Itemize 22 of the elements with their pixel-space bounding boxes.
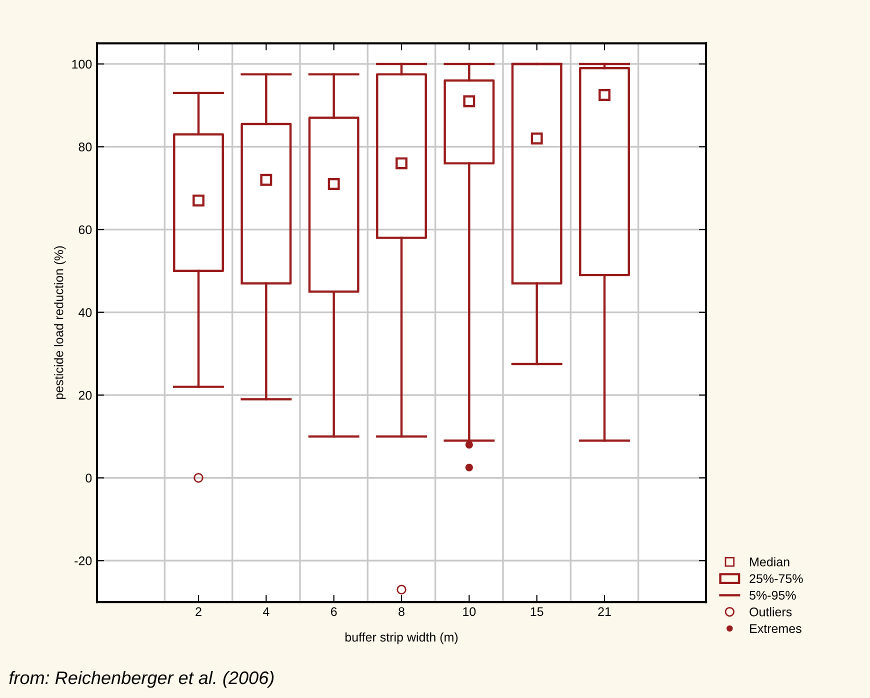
text: from: Reichenberger et al. (2006): [9, 670, 274, 688]
y-tick-label: 100: [72, 60, 92, 69]
y-tick-label: 20: [78, 390, 92, 400]
legend-label: Extremes: [750, 624, 802, 634]
y-tick-label: 0: [86, 474, 92, 483]
text: 5%-95%: [750, 590, 796, 600]
y-tick-label: 40: [78, 308, 92, 317]
x-tick-label: 15: [530, 607, 544, 616]
y-axis-title: pesticide load reduction (%): [54, 246, 66, 399]
y-tick-label: 80: [78, 142, 92, 152]
x-tick-label: 21: [598, 607, 611, 616]
y-tick-label: -20: [74, 556, 92, 566]
text: 25%-75%: [750, 574, 803, 584]
x-tick-label: 2: [196, 607, 202, 616]
text: Outliers: [750, 607, 792, 616]
y-tick-label: 60: [78, 225, 92, 234]
x-tick-label: 4: [262, 607, 270, 616]
x-tick-label: 10: [463, 607, 476, 616]
x-tick-label: 8: [398, 607, 404, 616]
x-axis-title: buffer strip width (m): [345, 632, 458, 644]
text: Median: [750, 557, 790, 566]
x-tick-label: 6: [330, 607, 337, 616]
